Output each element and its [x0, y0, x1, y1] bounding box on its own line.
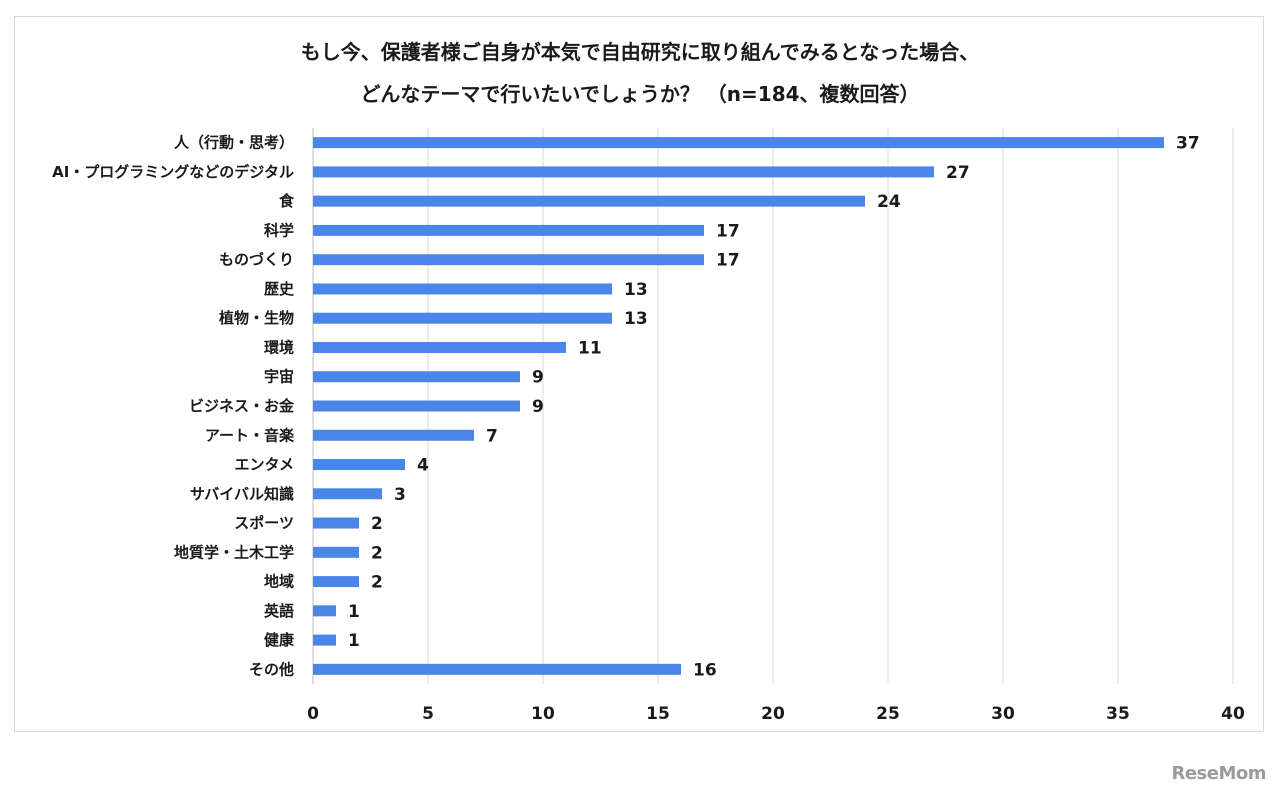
category-label: 地域	[264, 573, 294, 591]
x-tick-label: 10	[531, 704, 555, 724]
bar	[313, 459, 405, 471]
bar	[313, 400, 520, 412]
category-label: ビジネス・お金	[189, 397, 295, 415]
category-label: 環境	[264, 338, 294, 356]
category-label: 植物・生物	[219, 309, 294, 327]
bar	[313, 341, 566, 353]
category-label: アート・音楽	[205, 426, 295, 444]
bar	[313, 283, 612, 295]
data-label: 27	[946, 163, 970, 183]
data-label: 4	[417, 456, 429, 476]
chart-frame	[14, 16, 1264, 732]
x-tick-label: 40	[1221, 704, 1245, 724]
data-label: 11	[578, 338, 602, 358]
data-label: 2	[371, 543, 383, 563]
data-label: 17	[716, 221, 740, 241]
x-tick-label: 0	[307, 704, 319, 724]
chart-title-line-2: どんなテーマで行いたいでしょうか？ （n=184、複数回答）	[360, 82, 920, 106]
data-label: 1	[348, 631, 360, 651]
bar	[313, 195, 865, 207]
bar	[313, 663, 681, 675]
bar	[313, 517, 359, 529]
bar	[313, 224, 704, 236]
bar	[313, 166, 934, 178]
category-label: スポーツ	[234, 514, 294, 532]
bar	[313, 634, 336, 646]
category-label: エンタメ	[234, 456, 294, 474]
category-label: ものづくり	[219, 251, 294, 269]
category-label: 食	[279, 192, 295, 210]
bar	[313, 546, 359, 558]
chart-title-line-1: もし今、保護者様ご自身が本気で自由研究に取り組んでみるとなった場合、	[300, 40, 980, 64]
x-tick-label: 30	[991, 704, 1015, 724]
data-label: 1	[348, 602, 360, 622]
data-label: 2	[371, 514, 383, 534]
data-label: 2	[371, 573, 383, 593]
bar	[313, 254, 704, 266]
data-label: 37	[1176, 134, 1200, 154]
x-tick-label: 15	[646, 704, 670, 724]
bar	[313, 312, 612, 324]
data-label: 9	[532, 368, 544, 388]
data-label: 9	[532, 397, 544, 417]
bar	[313, 429, 474, 441]
category-label: その他	[249, 660, 294, 678]
bar	[313, 605, 336, 617]
data-label: 3	[394, 485, 406, 505]
data-label: 24	[877, 192, 901, 212]
category-label: サバイバル知識	[190, 485, 294, 503]
data-label: 7	[486, 426, 498, 446]
data-label: 16	[693, 660, 717, 680]
x-tick-label: 20	[761, 704, 785, 724]
category-label: 英語	[264, 602, 294, 620]
bar	[313, 137, 1164, 149]
bar	[313, 488, 382, 500]
watermark-logo: ReseMom	[1171, 763, 1266, 784]
x-tick-label: 35	[1106, 704, 1130, 724]
bar	[313, 371, 520, 383]
x-tick-label: 25	[876, 704, 900, 724]
category-label: 地質学・土木工学	[174, 543, 294, 561]
category-label: 健康	[264, 631, 295, 649]
category-label: 人（行動・思考）	[174, 134, 294, 152]
data-label: 13	[624, 280, 648, 300]
category-label: 科学	[264, 221, 294, 239]
category-label: 歴史	[264, 280, 295, 298]
category-label: 宇宙	[264, 368, 294, 386]
data-label: 13	[624, 309, 648, 329]
bar	[313, 576, 359, 588]
data-label: 17	[716, 251, 740, 271]
x-tick-label: 5	[422, 704, 434, 724]
category-label: AI・プログラミングなどのデジタル	[52, 163, 294, 181]
